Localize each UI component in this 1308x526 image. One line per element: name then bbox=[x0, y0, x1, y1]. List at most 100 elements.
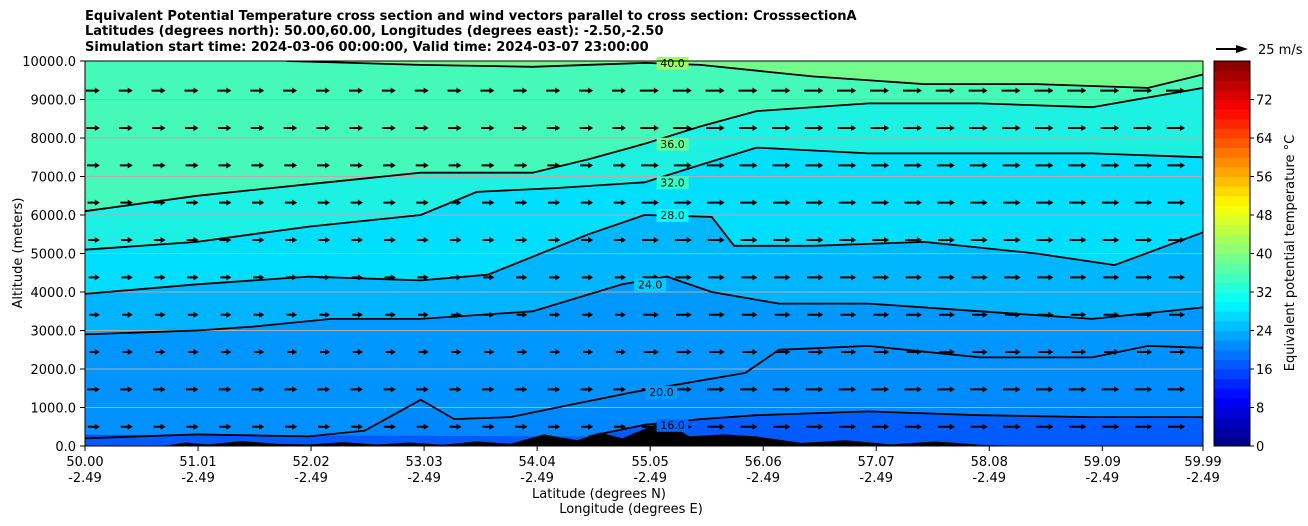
wind-vector-arrow-icon bbox=[86, 124, 100, 131]
colorbar-segment bbox=[1214, 118, 1250, 129]
wind-vector-arrow-icon bbox=[739, 162, 758, 169]
wind-vector-arrow-icon bbox=[741, 311, 758, 318]
wind-vector-arrow-icon bbox=[611, 87, 626, 94]
contour-band bbox=[85, 61, 1203, 212]
wind-vector-arrow-icon bbox=[705, 87, 725, 94]
colorbar-segment bbox=[1214, 426, 1250, 437]
x-tick-label-longitude: -2.49 bbox=[859, 471, 893, 486]
wind-vector-arrow-icon bbox=[969, 124, 988, 131]
wind-vector-arrow-icon bbox=[740, 423, 758, 430]
wind-vector-arrow-icon bbox=[284, 199, 298, 206]
wind-vector-arrow-icon bbox=[642, 237, 659, 244]
colorbar-tick-label: 8 bbox=[1256, 402, 1264, 417]
wind-vector-arrow-icon bbox=[615, 349, 626, 356]
wind-vector-arrow-icon bbox=[480, 87, 495, 94]
colorbar-segment bbox=[1214, 166, 1250, 177]
wind-vector-arrow-icon bbox=[186, 423, 199, 430]
wind-vector-arrow-icon bbox=[742, 349, 758, 356]
wind-vector-arrow-icon bbox=[805, 386, 824, 393]
contour-label-background bbox=[634, 278, 667, 292]
wind-vector-arrow-icon bbox=[938, 237, 955, 244]
wind-vector-arrow-icon bbox=[672, 87, 692, 94]
wind-vector-arrow-icon bbox=[674, 237, 692, 244]
wind-vector-arrow-icon bbox=[807, 274, 824, 281]
wind-vector-arrow-icon bbox=[938, 274, 955, 281]
wind-vector-arrow-icon bbox=[121, 274, 133, 281]
wind-vector-arrow-icon bbox=[120, 237, 133, 244]
wind-vector-arrow-icon bbox=[185, 162, 199, 169]
wind-vector-arrow-icon bbox=[871, 199, 890, 206]
wind-vector-arrow-icon bbox=[643, 311, 659, 318]
wind-vector-arrow-icon bbox=[384, 237, 396, 244]
contour-label-background bbox=[656, 418, 689, 432]
wind-vector-arrow-icon bbox=[482, 199, 495, 206]
wind-vector-arrow-icon bbox=[252, 237, 265, 244]
wind-vector-arrow-icon bbox=[902, 87, 922, 94]
wind-vector-arrow-icon bbox=[707, 386, 725, 393]
wind-vector-arrow-icon bbox=[1034, 87, 1054, 94]
wind-vector-arrow-icon bbox=[122, 349, 133, 356]
x-axis: 50.00-2.4951.01-2.4952.02-2.4953.03-2.49… bbox=[66, 446, 1222, 486]
wind-vector-arrow-icon bbox=[1100, 124, 1120, 131]
wind-vector-arrow-icon bbox=[285, 423, 298, 430]
wind-vector-arrow-icon bbox=[613, 423, 626, 430]
wind-vector-arrow-icon bbox=[580, 386, 594, 393]
contour-line bbox=[85, 87, 1203, 213]
wind-vector-arrow-icon bbox=[708, 274, 725, 281]
quiver-key-label: 25 m/s bbox=[1258, 43, 1303, 58]
wind-vector-arrow-icon bbox=[1134, 162, 1153, 169]
contour-label-background bbox=[645, 386, 678, 400]
wind-vector-arrow-icon bbox=[772, 162, 791, 169]
wind-vector-arrow-icon bbox=[774, 274, 791, 281]
chart-title-line-3: Simulation start time: 2024-03-06 00:00:… bbox=[85, 40, 649, 55]
wind-vector-arrow-icon bbox=[613, 162, 626, 169]
wind-vector-arrow-icon bbox=[936, 162, 955, 169]
wind-vector-arrow-icon bbox=[673, 162, 692, 169]
colorbar-segment bbox=[1214, 388, 1250, 399]
wind-vector-arrow-icon bbox=[482, 423, 495, 430]
wind-vector-arrow-icon bbox=[580, 162, 594, 169]
wind-vector-arrow-icon bbox=[250, 87, 265, 94]
wind-vector-arrow-icon bbox=[254, 349, 265, 356]
colorbar-segment bbox=[1214, 397, 1250, 408]
wind-vector-arrow-icon bbox=[1003, 386, 1021, 393]
wind-vector-arrow-icon bbox=[873, 311, 890, 318]
x-axis-label-latitude: Latitude (degrees N) bbox=[532, 487, 666, 502]
wind-vector-arrow-icon bbox=[220, 311, 232, 318]
wind-vector-arrow-icon bbox=[837, 124, 857, 131]
wind-vector-arrow-icon bbox=[253, 311, 265, 318]
colorbar-segment bbox=[1214, 369, 1250, 380]
x-tick-label-longitude: -2.49 bbox=[407, 471, 441, 486]
wind-vector-arrow-icon bbox=[351, 237, 363, 244]
contour-label: 20.0 bbox=[649, 386, 674, 399]
colorbar-segment bbox=[1214, 311, 1250, 322]
colorbar-segment bbox=[1214, 359, 1250, 370]
wind-vector-arrow-icon bbox=[548, 237, 561, 244]
wind-vector-arrow-icon bbox=[1134, 386, 1153, 393]
colorbar-segment bbox=[1214, 417, 1250, 428]
wind-vector-arrow-icon bbox=[1005, 349, 1021, 356]
wind-vector-arrow-icon bbox=[547, 386, 561, 393]
x-tick-label-longitude: -2.49 bbox=[972, 471, 1006, 486]
wind-vector-arrow-icon bbox=[251, 386, 265, 393]
wind-vector-arrow-icon bbox=[217, 124, 232, 131]
wind-vector-arrow-icon bbox=[1166, 124, 1185, 131]
wind-vector-arrow-icon bbox=[1101, 199, 1120, 206]
wind-vector-arrow-icon bbox=[284, 386, 298, 393]
wind-vector-arrow-icon bbox=[218, 386, 232, 393]
wind-vector-arrow-icon bbox=[516, 274, 528, 281]
wind-vector-arrow-icon bbox=[514, 162, 528, 169]
wind-vector-arrow-icon bbox=[1038, 349, 1054, 356]
wind-vector-arrow-icon bbox=[517, 349, 528, 356]
wind-vector-arrow-icon bbox=[640, 124, 659, 131]
wind-vector-arrow-icon bbox=[515, 199, 528, 206]
wind-vector-arrow-icon bbox=[676, 349, 692, 356]
y-tick-label: 5000.0 bbox=[31, 248, 77, 263]
wind-vector-arrow-icon bbox=[579, 87, 594, 94]
wind-vector-arrow-icon bbox=[547, 199, 561, 206]
wind-vector-arrow-icon bbox=[546, 87, 561, 94]
wind-vector-arrow-icon bbox=[86, 162, 100, 169]
wind-vector-arrow-icon bbox=[120, 386, 133, 393]
wind-vector-arrow-icon bbox=[935, 87, 955, 94]
